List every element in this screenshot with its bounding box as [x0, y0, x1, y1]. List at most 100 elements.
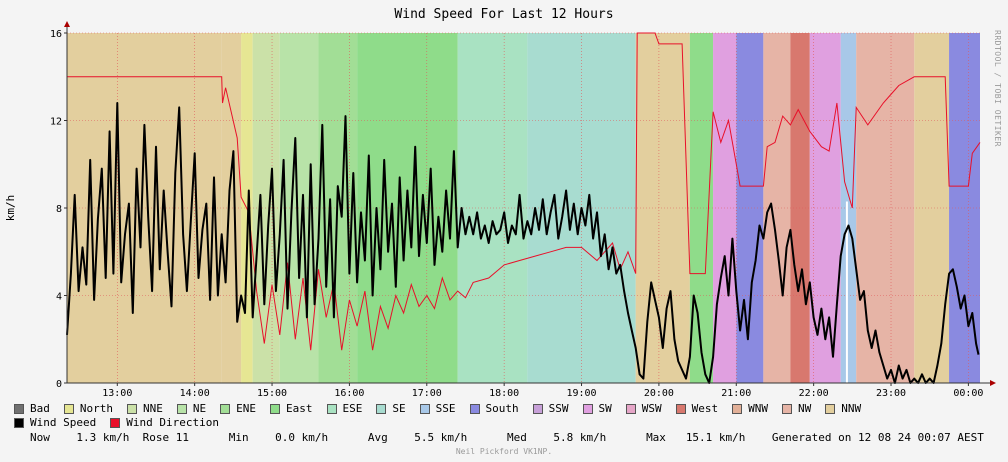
legend-label-nne: NNE — [143, 402, 163, 415]
now-value: 1.3 km/h — [76, 431, 130, 444]
author-credit: Neil Pickford VK1NP. — [455, 447, 553, 456]
legend-label-sw: SW — [598, 402, 612, 415]
legend-swatch-bad — [14, 404, 24, 414]
direction-band-9 — [635, 33, 690, 383]
legend-swatch-sw — [582, 404, 593, 414]
legend-swatch-nw — [782, 404, 792, 414]
legend-label-ne: NE — [192, 402, 207, 415]
legend-label-wsw: WSW — [641, 402, 662, 415]
legend-label-ene: ENE — [236, 402, 256, 415]
legend-directions: Bad North NNE NE ENE East ESE SE SSE South SSW SW WS… — [14, 403, 875, 415]
legend-label-north: North — [79, 402, 113, 415]
max-label: Max — [646, 431, 666, 444]
y-axis-arrow — [64, 21, 70, 27]
legend-item-ene: ENE — [220, 403, 256, 415]
legend-item-bad: Bad — [14, 403, 50, 415]
legend-item-wnw: WNW — [732, 403, 768, 415]
med-label: Med — [506, 431, 527, 444]
legend-item-east: East — [270, 403, 313, 415]
y-tick-label-1: 4 — [56, 292, 62, 303]
wind-chart: Wind Speed For Last 12 Hours km/h 0 4 8 12 1… — [4, 7, 996, 399]
min-value: 0.0 km/h — [275, 431, 329, 444]
x-axis-arrow — [990, 380, 996, 386]
legend-item-nw: NW — [782, 403, 811, 415]
legend-item-north: North — [63, 402, 113, 415]
x-tick-label-0: 13:00 — [102, 388, 132, 399]
x-tick-label-2: 15:00 — [257, 388, 287, 399]
direction-band-3 — [252, 33, 280, 383]
avg-label: Avg — [367, 431, 388, 444]
legend-label-west: West — [691, 402, 719, 415]
x-tick-label-9: 22:00 — [799, 388, 829, 399]
legend-label-nnw: NNW — [841, 402, 862, 415]
axes: 0 4 8 12 16 13:00 14:00 15:00 16:00 17:00 18:00 19:… — [50, 21, 996, 399]
legend-swatch-wnw — [732, 404, 743, 414]
legend-item-south: South — [469, 402, 519, 415]
legend-swatch-ese — [326, 404, 337, 414]
legend-swatch-ene — [220, 404, 231, 414]
direction-band-7 — [457, 33, 528, 383]
now-label: Now — [30, 431, 50, 444]
x-tick-label-7: 20:00 — [644, 388, 674, 399]
legend-label-nw: NW — [798, 402, 812, 415]
direction-band-0 — [67, 33, 222, 383]
legend-item-ese: ESE — [326, 402, 363, 415]
y-tick-label-2: 8 — [56, 204, 62, 215]
legend-swatch-wsw — [625, 404, 636, 414]
x-tick-label-1: 14:00 — [180, 388, 210, 399]
legend-swatch-se — [376, 404, 387, 414]
legend-item-west: West — [675, 402, 719, 415]
stats-row: Now 1.3 km/h Rose 11 Min 0.0 km/h Avg 5.… — [30, 431, 984, 444]
x-tick-label-10: 23:00 — [876, 388, 906, 399]
legend-item-se: SE — [376, 402, 406, 415]
legend-item-wind-direction: Wind Direction — [110, 417, 219, 429]
legend-item-wind-speed: Wind Speed — [14, 417, 96, 429]
x-tick-label-6: 19:00 — [566, 388, 596, 399]
x-tick-label-8: 21:00 — [721, 388, 751, 399]
legend-swatch-east — [270, 404, 280, 414]
y-tick-label-4: 16 — [50, 29, 62, 40]
y-tick-label-3: 12 — [50, 117, 62, 128]
legend-label-south: South — [485, 402, 519, 415]
y-axis-label: km/h — [4, 195, 17, 222]
max-value: 15.1 km/h — [685, 431, 746, 444]
chart-title: Wind Speed For Last 12 Hours — [394, 7, 613, 22]
legend-label-ese: ESE — [342, 402, 363, 415]
legend-label-bad: Bad — [30, 402, 50, 415]
legend-item-wsw: WSW — [625, 402, 662, 415]
legend-swatch-nne — [127, 404, 137, 414]
legend-swatch-ne — [176, 404, 187, 414]
x-tick-label-11: 00:00 — [953, 388, 983, 399]
generated-text: Generated on 12 08 24 00:07 AEST — [771, 431, 984, 444]
legend-swatch-north — [63, 404, 74, 414]
direction-band-10 — [689, 33, 714, 383]
series-lines — [66, 32, 981, 384]
direction-band-13 — [763, 33, 791, 383]
y-tick-label-0: 0 — [56, 379, 62, 390]
legend-item-sw: SW — [582, 402, 612, 415]
avg-value: 5.5 km/h — [414, 431, 468, 444]
x-tick-label-4: 17:00 — [412, 388, 442, 399]
legend-label-wind-direction: Wind Direction — [126, 416, 219, 429]
legend-label-wnw: WNW — [748, 402, 768, 415]
legend-item-ne: NE — [176, 402, 207, 415]
legend-item-nnw: NNW — [825, 403, 861, 415]
legend-label-wind-speed: Wind Speed — [30, 416, 97, 429]
rrdtool-credit: RRDTOOL / TOBI OETIKER — [993, 30, 1002, 147]
med-value: 5.8 km/h — [553, 431, 607, 444]
legend-swatch-wind-direction — [110, 418, 121, 428]
legend-label-ssw: SSW — [548, 402, 569, 415]
legend-swatch-ssw — [532, 404, 543, 414]
x-tick-label-5: 18:00 — [489, 388, 519, 399]
legend-item-nne: NNE — [127, 403, 163, 415]
legend-label-sse: SSE — [435, 402, 456, 415]
legend-series: Wind Speed Wind Direction — [14, 417, 233, 429]
x-tick-label-3: 16:00 — [334, 388, 364, 399]
min-label: Min — [228, 431, 249, 444]
legend-swatch-west — [675, 404, 686, 414]
wind-speed-line — [66, 102, 980, 384]
legend-swatch-sse — [419, 404, 430, 414]
legend-swatch-wind-speed — [14, 418, 24, 428]
legend-swatch-south — [469, 404, 480, 414]
legend-label-se: SE — [392, 402, 406, 415]
